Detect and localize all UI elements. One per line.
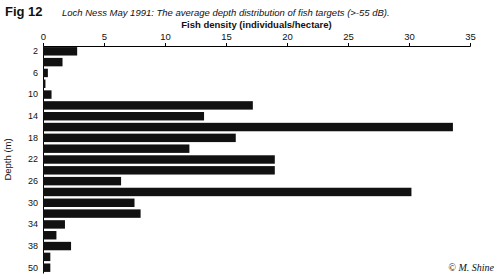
bar [43,263,50,271]
bar [43,253,50,261]
y-tick: 38 [28,241,43,251]
y-axis-title: Depth (m) [2,138,13,180]
bar [43,80,45,88]
x-tick-mark [409,43,410,46]
bar [43,155,275,163]
y-tick: 14 [28,111,43,121]
y-tick-label: 14 [28,111,38,121]
bar [43,101,253,109]
bar [43,123,453,131]
x-tick: 30 [404,31,415,46]
bar [43,134,236,142]
y-axis: 26101418222630343850 [28,46,44,273]
x-tick-label: 30 [404,31,415,42]
title: Fig 12 [5,4,43,19]
x-tick-label: 5 [102,31,107,42]
x-tick: 10 [160,31,171,46]
y-tick-label: 18 [28,133,38,143]
x-tick-label: 35 [465,31,476,42]
bars [43,47,453,272]
x-tick-mark [43,43,44,46]
x-tick-mark [165,43,166,46]
bar [43,112,204,120]
y-tick: 6 [33,68,43,78]
x-tick-mark [348,43,349,46]
bar [43,220,65,228]
x-tick: 15 [221,31,232,46]
bar [43,231,56,239]
bar [43,166,275,174]
bar [43,90,52,98]
x-axis: 0 5 10 15 20 25 30 35 [41,31,476,47]
bar [43,209,141,217]
y-tick-label: 34 [28,219,38,229]
x-tick: 25 [343,31,354,46]
x-axis-line [44,43,471,47]
x-tick-label: 25 [343,31,354,42]
x-tick: 20 [282,31,293,46]
credit: © M. Shine [448,262,494,273]
x-tick-mark [470,43,471,46]
plot: 0510152025303526101418222630343850 [28,31,476,274]
bar [43,144,189,152]
y-tick-label: 38 [28,241,38,251]
x-tick-mark [226,43,227,46]
y-tick-label: 26 [28,176,38,186]
bar [43,242,71,250]
x-tick-label: 0 [41,31,46,42]
x-tick: 5 [102,31,107,46]
y-tick: 26 [28,176,43,186]
y-tick: 30 [28,198,43,208]
x-tick: 0 [41,31,46,46]
y-tick-label: 2 [33,46,38,56]
x-tick-mark [104,43,105,46]
subtitle: Loch Ness May 1991: The average depth di… [62,7,390,18]
bar [43,69,48,77]
chart: Fig 12 Loch Ness May 1991: The average de… [0,0,500,279]
bar [43,177,121,185]
y-tick-label: 22 [28,154,38,164]
x-tick-label: 10 [160,31,171,42]
x-tick: 35 [465,31,476,46]
x-tick-mark [287,43,288,46]
bar [43,199,135,207]
x-axis-title: Fish density (individuals/hectare) [181,19,331,30]
y-tick-label: 50 [28,263,38,273]
y-tick-label: 6 [33,68,38,78]
bar [43,58,63,66]
y-tick: 50 [28,263,43,273]
x-tick-label: 15 [221,31,232,42]
y-tick: 22 [28,154,43,164]
y-tick-label: 10 [28,89,38,99]
y-tick: 2 [33,46,43,56]
bar [43,188,411,196]
y-tick: 18 [28,133,43,143]
y-tick-label: 30 [28,198,38,208]
y-tick: 34 [28,219,43,229]
y-tick: 10 [28,89,43,99]
x-tick-label: 20 [282,31,293,42]
bar [43,47,77,55]
